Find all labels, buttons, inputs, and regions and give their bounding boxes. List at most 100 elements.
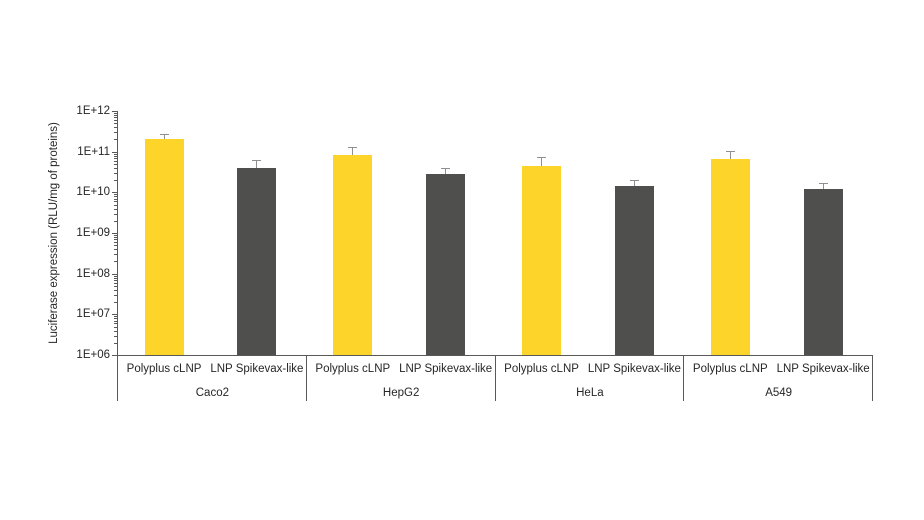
y-minor-tick <box>114 302 117 304</box>
bar-label: Polyplus cLNP <box>315 363 391 375</box>
error-bar-cap <box>159 134 169 136</box>
y-minor-tick <box>114 208 117 210</box>
y-minor-tick <box>114 196 117 198</box>
y-minor-tick <box>114 261 117 263</box>
y-major-tick <box>112 314 117 316</box>
y-minor-tick <box>114 132 117 134</box>
y-minor-tick <box>114 326 117 328</box>
error-bar-line <box>352 148 354 156</box>
y-minor-tick <box>114 239 117 241</box>
y-tick-label: 1E+07 <box>76 308 110 321</box>
y-minor-tick <box>114 180 117 182</box>
y-minor-tick <box>114 245 117 247</box>
y-minor-tick <box>114 282 117 284</box>
bar-polyplus-clnp-hepg2 <box>333 155 373 355</box>
bar-lnp-spikevax-like-hela <box>614 186 654 355</box>
y-minor-tick <box>114 335 117 337</box>
category-label-hela: HeLa <box>576 387 604 399</box>
y-major-tick <box>112 192 117 194</box>
bar-label: LNP Spikevax-like <box>587 363 681 375</box>
error-bar-line <box>822 184 824 190</box>
y-minor-tick <box>114 234 117 236</box>
y-minor-tick <box>114 201 117 203</box>
y-minor-tick <box>114 112 117 114</box>
y-tick-label: 1E+09 <box>76 227 110 239</box>
y-minor-tick <box>114 323 117 325</box>
y-minor-tick <box>114 172 117 174</box>
error-bar-line <box>163 135 165 140</box>
y-minor-tick <box>114 289 117 291</box>
y-minor-tick <box>114 194 117 196</box>
bar-polyplus-clnp-a549 <box>710 159 750 355</box>
y-minor-tick <box>114 139 117 141</box>
y-minor-tick <box>114 153 117 155</box>
y-minor-tick <box>114 316 117 318</box>
bar-label: Polyplus cLNP <box>504 363 579 375</box>
y-minor-tick <box>114 127 117 129</box>
error-bar-cap <box>441 168 451 170</box>
error-bar-line <box>256 160 258 169</box>
y-axis-line <box>117 111 118 401</box>
y-minor-tick <box>114 277 117 279</box>
y-minor-tick <box>114 213 117 215</box>
bar-lnp-spikevax-like-a549 <box>803 189 843 355</box>
y-minor-tick <box>114 279 117 281</box>
y-minor-tick <box>114 285 117 287</box>
y-minor-tick <box>114 275 117 277</box>
y-major-tick <box>112 111 117 112</box>
error-bar-line <box>729 152 731 159</box>
error-bar-line <box>541 157 543 167</box>
error-bar-cap <box>629 179 639 181</box>
y-minor-tick <box>114 163 117 165</box>
y-minor-tick <box>114 155 117 157</box>
y-minor-tick <box>114 242 117 244</box>
y-minor-tick <box>114 157 117 159</box>
error-bar-line <box>633 180 635 187</box>
y-minor-tick <box>114 123 117 125</box>
y-minor-tick <box>114 342 117 344</box>
y-major-tick <box>112 233 117 234</box>
y-minor-tick <box>114 330 117 332</box>
category-label-a549: A549 <box>765 387 793 399</box>
bar-label: LNP Spikevax-like <box>776 363 870 375</box>
y-major-tick <box>112 273 117 275</box>
y-minor-tick <box>114 204 117 206</box>
y-major-tick <box>112 355 117 356</box>
y-minor-tick <box>114 318 117 320</box>
y-tick-label: 1E+06 <box>76 349 110 361</box>
category-separator <box>872 355 873 401</box>
bar-polyplus-clnp-caco2 <box>144 139 184 355</box>
y-minor-tick <box>114 117 117 119</box>
category-separator <box>305 355 307 401</box>
y-tick-label: 1E+12 <box>76 105 110 117</box>
bar-polyplus-clnp-hela <box>522 166 562 355</box>
bar-lnp-spikevax-like-hepg2 <box>426 174 466 355</box>
y-minor-tick <box>114 198 117 200</box>
bar-label: LNP Spikevax-like <box>210 363 304 375</box>
y-minor-tick <box>114 294 117 296</box>
error-bar-cap <box>537 156 547 158</box>
y-minor-tick <box>114 160 117 162</box>
y-tick-label: 1E+08 <box>76 267 110 280</box>
y-minor-tick <box>114 220 117 222</box>
bar-label: Polyplus cLNP <box>126 363 202 375</box>
y-minor-tick <box>114 320 117 322</box>
error-bar-cap <box>818 183 828 185</box>
error-bar-cap <box>725 151 735 153</box>
y-minor-tick <box>114 114 117 116</box>
y-minor-tick <box>114 167 117 169</box>
bar-label: Polyplus cLNP <box>692 363 768 375</box>
error-bar-cap <box>252 159 262 161</box>
bar-label: LNP Spikevax-like <box>399 363 493 375</box>
y-tick-label: 1E+10 <box>76 186 110 199</box>
bar-lnp-spikevax-like-caco2 <box>237 168 277 355</box>
category-label-hepg2: HepG2 <box>382 387 420 399</box>
y-major-tick <box>112 151 117 153</box>
y-minor-tick <box>114 254 117 256</box>
y-minor-tick <box>114 236 117 238</box>
y-axis-title: Luciferase expression (RLU/mg of protein… <box>48 122 60 344</box>
error-bar-cap <box>348 147 358 149</box>
y-tick-label: 1E+11 <box>77 145 110 158</box>
category-separator <box>494 355 496 401</box>
